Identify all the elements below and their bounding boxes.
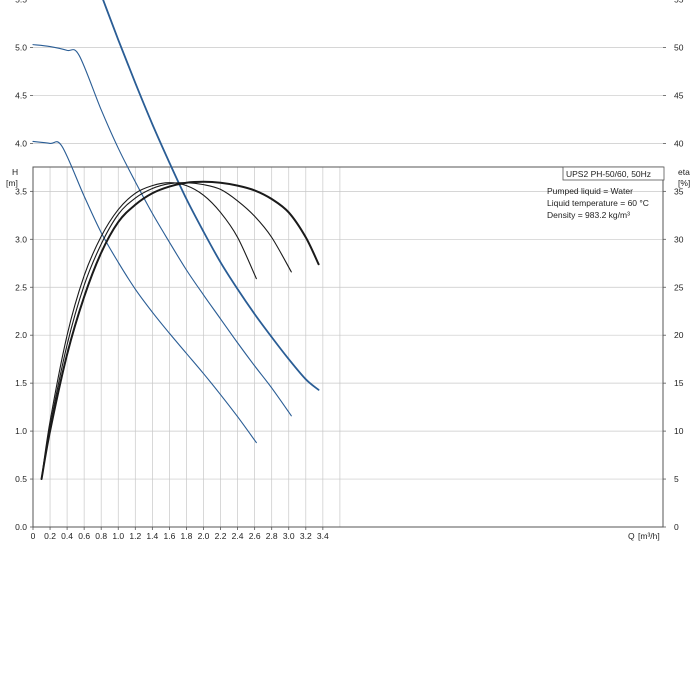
x-tick-label: 3.0 [283, 531, 295, 541]
y2-tick-label: 10 [674, 426, 684, 436]
y-tick-label: 0.0 [15, 522, 27, 532]
y2-tick-label: 15 [674, 378, 684, 388]
y-tick-label: 2.0 [15, 330, 27, 340]
y2-tick-label: 0 [674, 522, 679, 532]
head-curve-3 [32, 140, 257, 444]
y-tick-label: 5.0 [15, 43, 27, 53]
y2-tick-label: 50 [674, 43, 684, 53]
efficiency-curve-3 [40, 182, 257, 480]
y2-axis-unit: [%] [678, 178, 690, 188]
x-tick-label: 0.4 [61, 531, 73, 541]
y-tick-label: 0.5 [15, 474, 27, 484]
info-density: Density = 983.2 kg/m³ [547, 210, 630, 220]
head-curve-2 [32, 44, 292, 417]
title-box [562, 166, 665, 181]
curves [32, 0, 320, 481]
y-tick-label: 2.5 [15, 282, 27, 292]
y2-tick-label: 20 [674, 330, 684, 340]
y-tick-label: 3.0 [15, 234, 27, 244]
head-curve-1 [102, 0, 320, 391]
y-tick-label: 4.5 [15, 90, 27, 100]
y-tick-label: 5.5 [15, 0, 27, 5]
y2-tick-label: 25 [674, 282, 684, 292]
info-pumped-liquid: Pumped liquid = Water [547, 186, 633, 196]
x-tick-label: 2.0 [198, 531, 210, 541]
x-tick-label: 0.2 [44, 531, 56, 541]
y2-tick-label: 5 [674, 474, 679, 484]
y2-axis-title: eta [678, 167, 690, 177]
x-tick-label: 3.2 [300, 531, 312, 541]
y2-tick-label: 40 [674, 138, 684, 148]
efficiency-curve-1 [40, 180, 320, 481]
x-tick-label: 0.6 [78, 531, 90, 541]
efficiency-curve-2 [40, 182, 292, 480]
x-tick-label: 3.4 [317, 531, 329, 541]
y2-tick-label: 55 [674, 0, 684, 5]
y2-tick-label: 30 [674, 234, 684, 244]
x-tick-label: 2.8 [266, 531, 278, 541]
axis-labels: H [m] eta [%] Q [m³/h] 0 0.2 0.4 0.6 0.8 1.0 1… [6, 0, 690, 541]
x-tick-label: 1.2 [129, 531, 141, 541]
info-box: UPS2 PH-50/60, 50Hz Pumped liquid = Wate… [547, 166, 665, 220]
x-tick-label: 2.6 [249, 531, 261, 541]
y-axis-title: H [12, 167, 18, 177]
x-tick-label: 1.8 [181, 531, 193, 541]
grid-lines [30, 47, 666, 530]
x-tick-label: 0.8 [95, 531, 107, 541]
plot-frame [32, 166, 664, 528]
y2-tick-label: 45 [674, 90, 684, 100]
y2-tick-label: 35 [674, 186, 684, 196]
x-tick-label: 2.4 [232, 531, 244, 541]
x-tick-label: 1.6 [163, 531, 175, 541]
info-liquid-temperature: Liquid temperature = 60 °C [547, 198, 649, 208]
y-tick-label: 1.0 [15, 426, 27, 436]
x-tick-label: 0 [31, 531, 36, 541]
x-axis-unit: [m³/h] [638, 531, 660, 541]
y-axis-unit: [m] [6, 178, 18, 188]
x-tick-label: 1.4 [146, 531, 158, 541]
x-tick-label: 1.0 [112, 531, 124, 541]
y-tick-label: 4.0 [15, 138, 27, 148]
y-tick-label: 3.5 [15, 186, 27, 196]
x-tick-label: 2.2 [215, 531, 227, 541]
chart-title: UPS2 PH-50/60, 50Hz [566, 169, 651, 179]
y-tick-label: 1.5 [15, 378, 27, 388]
x-axis-title: Q [628, 531, 635, 541]
